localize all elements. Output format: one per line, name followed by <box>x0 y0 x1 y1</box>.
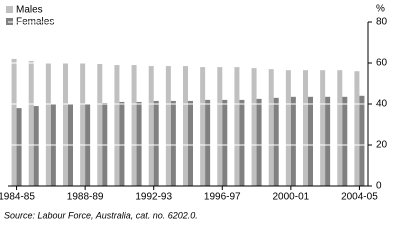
bar <box>188 100 193 186</box>
y-tick-label: 20 <box>376 140 388 151</box>
y-tick-label: 0 <box>376 181 382 192</box>
bar <box>251 68 257 186</box>
bar <box>205 99 211 186</box>
bar <box>268 69 274 186</box>
bar <box>165 66 171 186</box>
x-tick-label: 1996-97 <box>204 192 241 203</box>
bar <box>80 63 86 186</box>
source-note: Source: Labour Force, Australia, cat. no… <box>4 210 198 220</box>
bar <box>102 102 108 186</box>
bar <box>63 63 68 186</box>
bar <box>273 97 279 186</box>
bar <box>239 99 245 186</box>
legend-swatch <box>6 6 13 13</box>
legend-label: Males <box>16 5 43 16</box>
bar <box>28 60 34 187</box>
y-tick-label: 40 <box>376 99 388 110</box>
bar <box>359 95 365 186</box>
bar <box>153 100 159 186</box>
bar <box>148 66 154 186</box>
bar <box>354 71 360 186</box>
bar <box>342 96 348 186</box>
bar <box>16 108 22 186</box>
x-tick-label: 2000-01 <box>273 192 310 203</box>
bar <box>285 70 291 186</box>
bar <box>33 106 39 186</box>
bar <box>337 70 343 186</box>
x-tick-label: 1984-85 <box>0 192 35 203</box>
bar <box>97 64 103 186</box>
bar <box>325 96 331 186</box>
bar <box>222 99 228 186</box>
y-tick-label: 80 <box>376 17 388 28</box>
bar <box>308 96 313 186</box>
chart: % Source: Labour Force, Australia, cat. … <box>0 4 388 221</box>
bar <box>217 67 223 186</box>
x-tick-label: 2004-05 <box>341 192 378 203</box>
bar <box>11 58 17 186</box>
bar <box>131 65 137 186</box>
x-tick-label: 1992-93 <box>135 192 172 203</box>
y-tick-label: 60 <box>376 58 388 69</box>
bar <box>119 101 125 186</box>
bar <box>200 67 206 186</box>
bar <box>320 70 326 186</box>
bar <box>45 63 51 186</box>
x-tick-label: 1988-89 <box>67 192 104 203</box>
bar <box>170 100 176 186</box>
bar <box>256 98 262 186</box>
bar <box>136 101 142 186</box>
bar <box>290 96 296 186</box>
bar <box>303 70 308 186</box>
y-axis-label: % <box>376 4 385 15</box>
bar <box>234 67 240 186</box>
bar <box>114 65 120 186</box>
bar <box>183 66 188 186</box>
